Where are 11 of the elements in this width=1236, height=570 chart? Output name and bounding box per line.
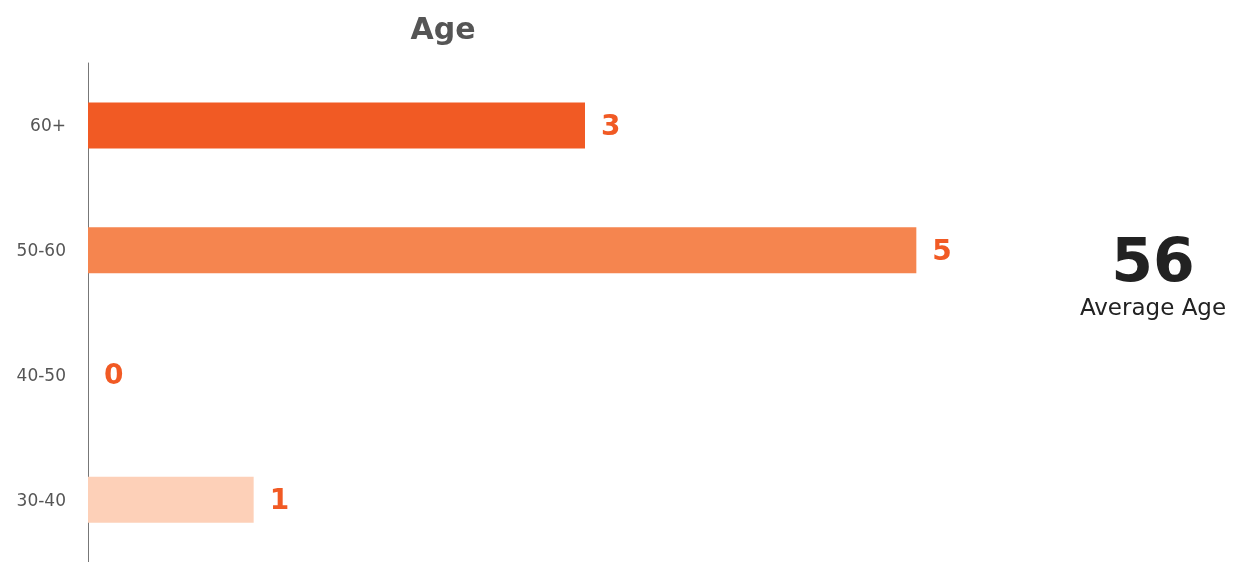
y-tick-label: 50-60 [16,240,66,261]
y-tick-label: 60+ [30,115,66,136]
data-label: 1 [269,483,290,517]
text: 56 [1111,225,1195,295]
text: Average Age [1079,293,1227,320]
chart-title: Age [410,10,476,46]
data-label: 0 [104,358,124,392]
data-label: 5 [932,233,952,267]
y-tick-label: 30-40 [16,489,66,510]
y-tick-label: 40-50 [16,364,66,385]
data-label: 3 [601,108,621,142]
